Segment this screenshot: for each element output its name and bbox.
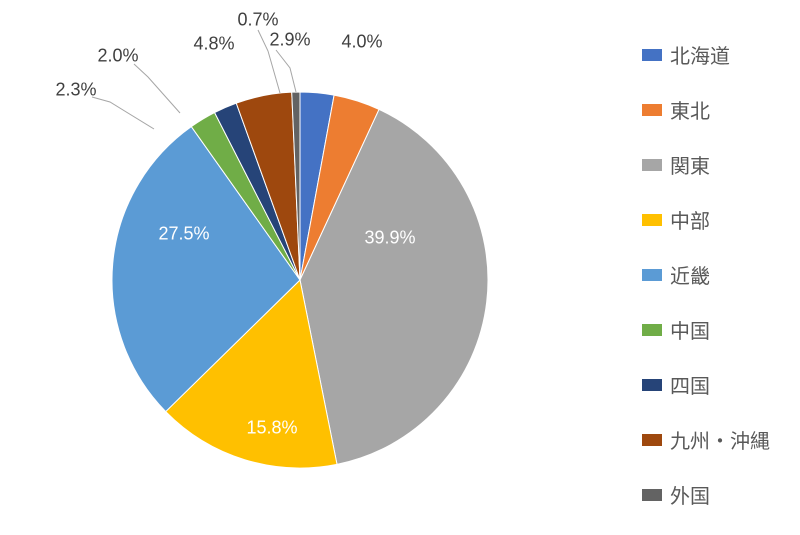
data-label: 4.8% <box>193 34 234 55</box>
legend-swatch <box>642 269 662 281</box>
legend-item: 外国 <box>642 480 770 509</box>
legend-label: 関東 <box>670 150 710 179</box>
legend-item: 東北 <box>642 95 770 124</box>
data-label: 4.0% <box>341 32 382 53</box>
leader-line <box>276 50 296 92</box>
data-label: 15.8% <box>246 418 297 439</box>
data-label: 39.9% <box>364 228 415 249</box>
legend-label: 九州・沖縄 <box>670 425 770 454</box>
legend-swatch <box>642 324 662 336</box>
legend-label: 中部 <box>670 205 710 234</box>
legend-label: 中国 <box>670 315 710 344</box>
data-label: 2.3% <box>55 80 96 101</box>
leader-line <box>92 97 154 129</box>
legend-label: 近畿 <box>670 260 710 289</box>
legend-swatch <box>642 49 662 61</box>
data-label: 2.9% <box>269 30 310 51</box>
legend-item: 中部 <box>642 205 770 234</box>
legend-label: 四国 <box>670 370 710 399</box>
data-label: 0.7% <box>237 10 278 31</box>
leader-line <box>134 64 180 113</box>
legend-swatch <box>642 379 662 391</box>
legend-label: 北海道 <box>670 40 730 69</box>
chart-stage: 2.9%4.0%39.9%15.8%27.5%2.3%2.0%4.8%0.7% … <box>0 0 800 523</box>
legend-label: 外国 <box>670 480 710 509</box>
legend-swatch <box>642 489 662 501</box>
legend-item: 関東 <box>642 150 770 179</box>
legend-item: 北海道 <box>642 40 770 69</box>
legend-swatch <box>642 214 662 226</box>
legend-item: 近畿 <box>642 260 770 289</box>
data-label: 2.0% <box>97 46 138 67</box>
legend-swatch <box>642 434 662 446</box>
legend-item: 九州・沖縄 <box>642 425 770 454</box>
legend-item: 中国 <box>642 315 770 344</box>
legend-label: 東北 <box>670 95 710 124</box>
legend-swatch <box>642 104 662 116</box>
legend-item: 四国 <box>642 370 770 399</box>
data-label: 27.5% <box>158 224 209 245</box>
legend: 北海道東北関東中部近畿中国四国九州・沖縄外国 <box>642 40 770 535</box>
legend-swatch <box>642 159 662 171</box>
